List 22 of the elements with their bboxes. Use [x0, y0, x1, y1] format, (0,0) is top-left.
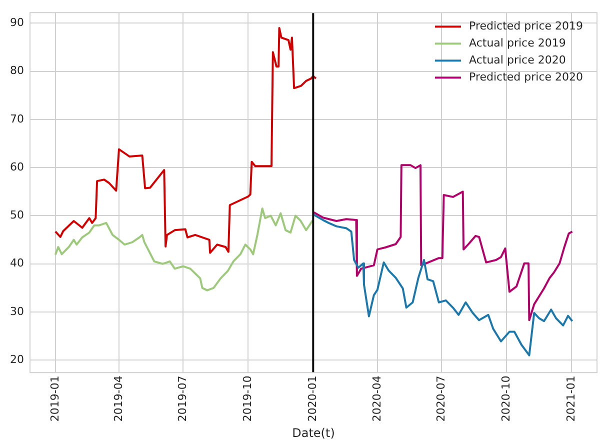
legend-label: Actual price 2020	[469, 53, 566, 66]
x-tick-label: 2019-07	[176, 376, 190, 422]
x-tick-label: 2019-10	[241, 376, 254, 422]
y-tick-label: 70	[10, 112, 24, 126]
x-tick-label: 2020-10	[499, 376, 512, 422]
legend-label: Predicted price 2019	[469, 19, 584, 32]
y-tick-label: 80	[10, 64, 24, 78]
x-tick-label: 2019-04	[112, 376, 125, 422]
y-tick-label: 20	[10, 352, 24, 366]
x-tick-label: 2020-01	[306, 376, 320, 422]
x-axis-title: Date(t)	[292, 426, 335, 440]
y-tick-label: 50	[10, 208, 24, 222]
y-tick-label: 30	[10, 304, 24, 318]
x-tick-label: 2020-07	[434, 376, 448, 422]
x-tick-label: 2019-01	[48, 376, 62, 422]
x-tick-label: 2020-04	[370, 376, 384, 422]
y-tick-label: 90	[10, 16, 24, 30]
legend-label: Actual price 2019	[469, 36, 566, 50]
legend-label: Predicted price 2020	[469, 70, 584, 84]
y-tick-label: 60	[10, 160, 24, 174]
x-tick-label: 2021-01	[564, 376, 578, 422]
y-tick-label: 40	[10, 256, 24, 270]
